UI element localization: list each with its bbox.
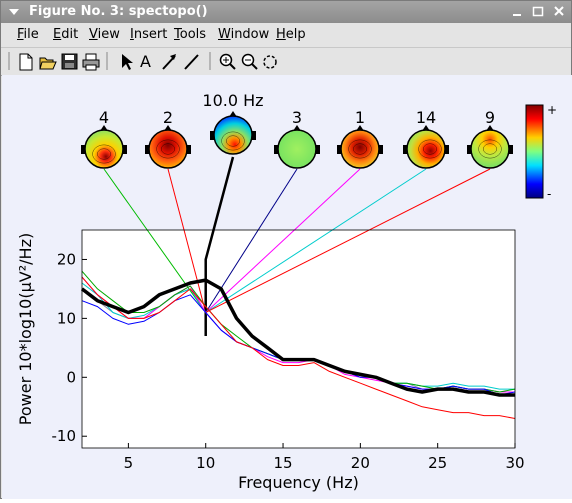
topomap-label: 3 xyxy=(292,108,302,127)
x-tick-label: 30 xyxy=(505,454,524,472)
x-axis-label: Frequency (Hz) xyxy=(238,473,359,492)
spectrum-line xyxy=(81,276,516,419)
arrow-tool-icon[interactable] xyxy=(162,54,176,70)
menu-insert[interactable]: Insert xyxy=(130,27,168,42)
svg-text:A: A xyxy=(140,52,151,71)
colorbar-max-label: + xyxy=(547,103,557,117)
y-axis-label: Power 10*log10(μV²/Hz) xyxy=(16,233,35,425)
x-tick-label: 25 xyxy=(428,454,447,472)
y-tick-label: 20 xyxy=(57,250,76,268)
title-bar[interactable]: Figure No. 3: spectopo() xyxy=(1,1,571,23)
x-tick-label: 15 xyxy=(273,454,292,472)
menu-view[interactable]: View xyxy=(89,27,120,42)
topomap-3 xyxy=(210,111,256,155)
open-folder-icon[interactable] xyxy=(39,57,57,70)
colorbar xyxy=(525,104,544,199)
select-arrow-icon[interactable] xyxy=(122,54,133,70)
topomap-label: 2 xyxy=(163,108,173,127)
rotate-icon[interactable] xyxy=(263,55,277,69)
plot-area xyxy=(82,230,515,448)
menu-bar: File Edit View Insert Tools Window Help xyxy=(1,23,571,46)
y-tick-label: 0 xyxy=(66,368,76,386)
topomap-7 xyxy=(467,125,513,169)
connector-line xyxy=(103,168,207,313)
menu-edit[interactable]: Edit xyxy=(53,27,79,42)
line-tool-icon[interactable] xyxy=(184,54,199,70)
y-tick-label: -10 xyxy=(52,427,77,445)
maximize-icon[interactable] xyxy=(530,4,546,19)
new-file-icon[interactable] xyxy=(19,53,33,71)
y-tick-label: 10 xyxy=(57,309,76,327)
topomap-label: 14 xyxy=(416,108,436,127)
spectrum-line xyxy=(80,278,515,397)
minimize-icon[interactable] xyxy=(509,4,525,19)
topomap-label: 4 xyxy=(99,108,109,127)
topomap-4 xyxy=(274,125,320,169)
topomap-2 xyxy=(145,125,191,169)
connector-line xyxy=(205,168,491,313)
text-tool-icon[interactable]: A xyxy=(140,52,151,71)
zoom-in-icon[interactable] xyxy=(219,53,236,70)
plot-frame xyxy=(81,229,516,449)
topomap-5 xyxy=(337,125,383,169)
menu-help[interactable]: Help xyxy=(276,27,306,42)
menu-tools[interactable]: Tools xyxy=(174,27,207,42)
colorbar-min-label: - xyxy=(547,187,551,201)
print-icon[interactable] xyxy=(82,53,100,71)
topomap-6 xyxy=(403,125,449,169)
topomap-label: 1 xyxy=(355,108,365,127)
save-icon[interactable] xyxy=(61,53,78,70)
zoom-out-icon[interactable] xyxy=(241,53,258,70)
menu-window[interactable]: Window xyxy=(218,27,270,42)
connector-line xyxy=(205,168,361,313)
topomap-1 xyxy=(81,125,127,169)
toolbar: A xyxy=(1,47,571,76)
x-tick-label: 20 xyxy=(351,454,370,472)
connector-line xyxy=(205,168,427,313)
window-menu-icon[interactable] xyxy=(7,5,21,19)
close-icon[interactable] xyxy=(551,4,567,19)
connector-line-main xyxy=(204,156,235,337)
window-title: Figure No. 3: spectopo() xyxy=(29,4,208,19)
topomap-label: 10.0 Hz xyxy=(202,91,263,110)
topomap-label: 9 xyxy=(485,108,495,127)
connector-line xyxy=(167,168,207,313)
menu-file[interactable]: File xyxy=(17,27,39,42)
x-tick-label: 5 xyxy=(124,454,134,472)
x-tick-label: 10 xyxy=(196,454,215,472)
figure-canvas: 5 10 15 20 25 30 -10 0 10 20 Frequency (Hz) Power 1… xyxy=(2,75,572,499)
